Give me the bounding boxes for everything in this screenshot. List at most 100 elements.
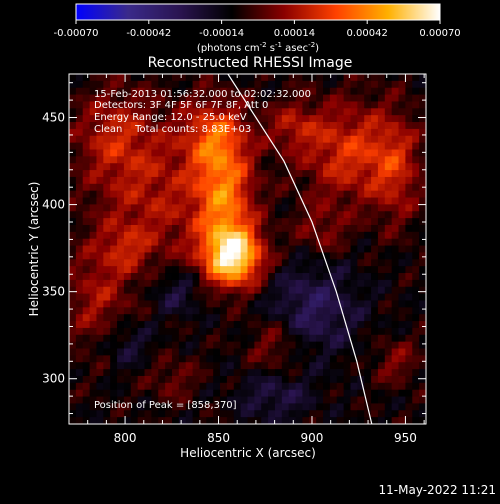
heatmap-cell bbox=[233, 231, 242, 240]
heatmap-cell bbox=[412, 128, 420, 137]
heatmap-cell bbox=[254, 245, 262, 254]
heatmap-cell bbox=[295, 101, 304, 109]
heatmap-cell bbox=[213, 252, 221, 260]
heatmap-cell bbox=[384, 224, 393, 233]
heatmap-cell bbox=[371, 417, 379, 424]
heatmap-cell bbox=[96, 245, 104, 254]
heatmap-cell bbox=[206, 382, 214, 391]
heatmap-cell bbox=[302, 128, 310, 137]
heatmap-cell bbox=[89, 293, 98, 302]
heatmap-cell bbox=[350, 108, 358, 116]
heatmap-cell bbox=[274, 389, 283, 398]
heatmap-cell bbox=[123, 307, 132, 315]
heatmap-cell bbox=[323, 163, 331, 171]
heatmap-cell bbox=[268, 279, 276, 288]
heatmap-cell bbox=[82, 94, 91, 103]
heatmap-cell bbox=[288, 197, 297, 205]
heatmap-cell bbox=[295, 300, 304, 308]
heatmap-cell bbox=[309, 273, 317, 281]
heatmap-cell bbox=[254, 334, 262, 343]
heatmap-cell bbox=[384, 410, 393, 418]
heatmap-cell bbox=[384, 197, 393, 205]
heatmap-cell bbox=[350, 307, 358, 315]
heatmap-cell bbox=[357, 122, 365, 130]
heatmap-cell bbox=[151, 403, 159, 411]
heatmap-cell bbox=[233, 375, 242, 384]
heatmap-cell bbox=[226, 163, 235, 171]
heatmap-cell bbox=[199, 375, 207, 384]
heatmap-cell bbox=[377, 94, 386, 103]
heatmap-cell bbox=[329, 417, 338, 424]
heatmap-cell bbox=[220, 231, 228, 240]
heatmap-cell bbox=[185, 266, 194, 274]
heatmap-cell bbox=[377, 279, 386, 288]
heatmap-cell bbox=[226, 327, 235, 336]
heatmap-cell bbox=[309, 341, 317, 350]
heatmap-cell bbox=[117, 163, 125, 171]
heatmap-cell bbox=[377, 334, 386, 343]
heatmap-cell bbox=[240, 149, 249, 157]
heatmap-cell bbox=[419, 224, 426, 233]
heatmap-cell bbox=[199, 348, 207, 356]
heatmap-cell bbox=[268, 135, 276, 144]
heatmap-cell bbox=[261, 327, 269, 336]
heatmap-cell bbox=[117, 183, 125, 192]
heatmap-cell bbox=[206, 190, 214, 199]
heatmap-cell bbox=[151, 224, 159, 233]
heatmap-cell bbox=[302, 224, 310, 233]
heatmap-cell bbox=[419, 238, 426, 247]
heatmap-cell bbox=[329, 170, 338, 178]
heatmap-cell bbox=[206, 80, 214, 89]
heatmap-cell bbox=[130, 108, 139, 116]
heatmap-cell bbox=[89, 183, 98, 192]
heatmap-cell bbox=[206, 108, 214, 116]
heatmap-cell bbox=[130, 382, 139, 391]
heatmap-cell bbox=[130, 355, 139, 363]
heatmap-cell bbox=[309, 128, 317, 137]
heatmap-cell bbox=[233, 369, 242, 377]
heatmap-cell bbox=[96, 211, 104, 219]
heatmap-cell bbox=[329, 74, 338, 82]
heatmap-cell bbox=[412, 348, 420, 356]
heatmap-cell bbox=[117, 341, 125, 350]
heatmap-cell bbox=[384, 396, 393, 405]
heatmap-cell bbox=[261, 108, 269, 116]
heatmap-cell bbox=[178, 170, 187, 178]
heatmap-cell bbox=[384, 94, 393, 103]
heatmap-cell bbox=[405, 135, 413, 144]
heatmap-cell bbox=[364, 87, 372, 96]
heatmap-cell bbox=[130, 74, 139, 82]
heatmap-cell bbox=[171, 170, 180, 178]
heatmap-cell bbox=[171, 334, 180, 343]
heatmap-cell bbox=[192, 327, 201, 336]
heatmap-cell bbox=[75, 286, 84, 295]
heatmap-cell bbox=[336, 238, 345, 247]
heatmap-cell bbox=[220, 266, 228, 274]
heatmap-cell bbox=[144, 334, 152, 343]
heatmap-cell bbox=[364, 389, 372, 398]
heatmap-cell bbox=[151, 101, 159, 109]
heatmap-cell bbox=[192, 293, 201, 302]
heatmap-cell bbox=[288, 122, 297, 130]
heatmap-cell bbox=[89, 218, 98, 226]
heatmap-cell bbox=[398, 218, 407, 226]
heatmap-cell bbox=[240, 108, 249, 116]
heatmap-cell bbox=[220, 355, 228, 363]
heatmap-cell bbox=[268, 266, 276, 274]
heatmap-cell bbox=[123, 355, 132, 363]
heatmap-cell bbox=[398, 252, 407, 260]
heatmap-cell bbox=[323, 417, 331, 424]
heatmap-cell bbox=[171, 218, 180, 226]
heatmap-cell bbox=[336, 245, 345, 254]
heatmap-cell bbox=[350, 183, 358, 192]
heatmap-cell bbox=[82, 410, 91, 418]
heatmap-cell bbox=[103, 238, 111, 247]
heatmap-cell bbox=[240, 197, 249, 205]
heatmap-cell bbox=[343, 259, 352, 267]
heatmap-cell bbox=[302, 122, 310, 130]
heatmap-cell bbox=[75, 80, 84, 89]
heatmap-cell bbox=[364, 273, 372, 281]
heatmap-cell bbox=[274, 101, 283, 109]
heatmap-cell bbox=[144, 183, 152, 192]
